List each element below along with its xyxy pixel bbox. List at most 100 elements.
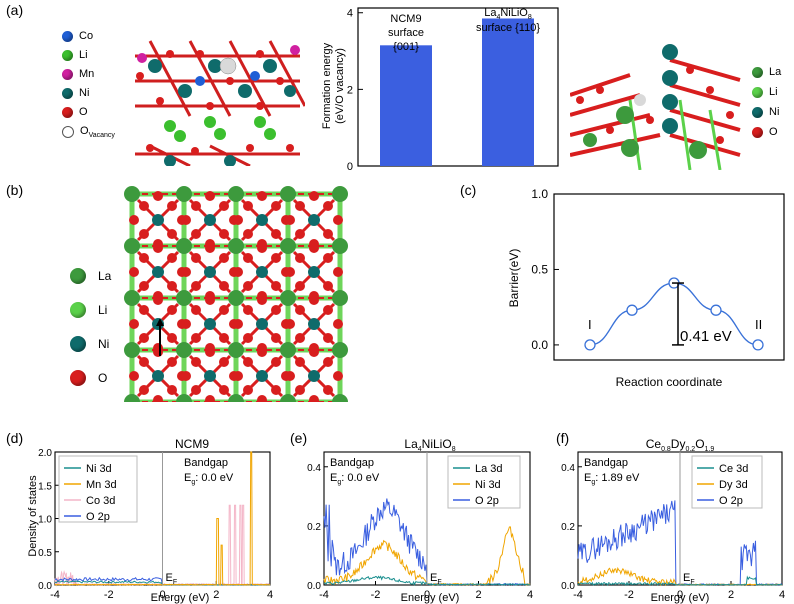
legend-item: O	[752, 126, 778, 138]
x-axis-label: Energy (eV)	[151, 592, 210, 604]
data-point	[584, 339, 596, 351]
y-tick-label: 4	[347, 8, 353, 20]
o-atom	[205, 243, 215, 253]
fermi-level-label: EF	[430, 572, 442, 586]
bar-label-ncm9-facet: {001}	[393, 41, 419, 53]
o-atom	[309, 191, 319, 201]
panel-label-a: (a)	[6, 2, 24, 18]
o-atom	[205, 395, 215, 402]
o-atom	[167, 201, 177, 211]
panel-label-c: (c)	[460, 182, 477, 198]
o-atom	[271, 333, 281, 343]
la-atom	[332, 238, 348, 254]
o-atom	[309, 395, 319, 402]
o-atom	[139, 253, 149, 263]
y-tick-label: 2	[347, 84, 353, 96]
o-atom-icon	[70, 370, 86, 386]
y-tick-label: 0.2	[307, 522, 321, 533]
o-atom	[205, 347, 215, 357]
la4niliO8-surface-structure	[570, 40, 742, 170]
o-atom	[139, 229, 149, 239]
o-atom	[129, 267, 139, 277]
o-atom	[295, 229, 305, 239]
y-tick-label: 0.0	[307, 581, 321, 592]
x-axis-label: Energy (eV)	[401, 592, 460, 604]
o-atom	[233, 267, 243, 277]
o-atom	[153, 395, 163, 402]
la-atom	[332, 290, 348, 306]
vacancy-icon	[62, 126, 74, 139]
o-atom	[205, 295, 215, 305]
data-points	[584, 277, 764, 351]
o-atom	[243, 385, 253, 395]
bar-1	[482, 18, 534, 167]
x-tick-label: 0	[677, 589, 683, 601]
o-atom	[295, 385, 305, 395]
o-atom	[323, 333, 333, 343]
bandgap-label: Bandgap	[184, 457, 228, 469]
bandgap-value: Eg: 1.89 eV	[584, 472, 640, 486]
o-atom	[333, 319, 343, 329]
o-atom	[243, 201, 253, 211]
y-tick-label: 0	[347, 161, 353, 173]
la-atom	[124, 290, 140, 306]
o-atom	[167, 253, 177, 263]
x-tick-label: 2	[728, 589, 734, 601]
o-atom	[191, 305, 201, 315]
final-state-label: II	[755, 317, 762, 332]
chart-frame	[553, 193, 785, 361]
o-atom	[181, 267, 191, 277]
o-atom	[285, 319, 295, 329]
legend-label: Dy 3d	[719, 479, 748, 491]
o-atom	[243, 333, 253, 343]
legend-label: Ni 3d	[86, 463, 112, 475]
la-atom	[228, 238, 244, 254]
ni-atom	[152, 214, 164, 226]
bar-label-la4niliO8-surface: surface {110}	[476, 22, 540, 34]
x-tick-label: 4	[267, 589, 273, 601]
o-atom	[233, 319, 243, 329]
la-atom	[124, 186, 140, 202]
legend-label: O 2p	[719, 495, 743, 507]
la-atom	[176, 186, 192, 202]
la-atom	[176, 394, 192, 402]
o-atom	[167, 333, 177, 343]
o-atom	[167, 385, 177, 395]
la-atom-icon	[752, 66, 763, 78]
o-atom	[285, 371, 295, 381]
ni-atom	[152, 370, 164, 382]
legend-item: Ni	[62, 87, 89, 99]
la-atom	[228, 394, 244, 402]
dos-la4niliO8-chart: La4NiLiO8 -4 -2 0 2 4 0.0 0.2 0.4 EF La 3d Ni 3d O …	[307, 437, 533, 604]
arrow-head-icon	[156, 318, 164, 326]
o-atom	[243, 305, 253, 315]
ni-atom	[308, 318, 320, 330]
ncm9-surface-structure	[130, 36, 305, 166]
la-atom	[280, 238, 296, 254]
legend-item: O	[70, 370, 107, 386]
legend-item: Li	[70, 302, 107, 318]
o-atom	[271, 357, 281, 367]
ni-atom	[256, 370, 268, 382]
y-tick-label: 0.4	[561, 463, 575, 474]
la-atom	[228, 342, 244, 358]
la-atom	[176, 342, 192, 358]
o-atom	[323, 281, 333, 291]
panel-label-e: (e)	[290, 430, 308, 446]
y-axis-label: Formation energy	[321, 42, 333, 129]
legend-item: Li	[62, 49, 88, 61]
bar-0	[380, 45, 432, 166]
bars	[380, 18, 534, 167]
y-axis-label: Barrier(eV)	[507, 249, 521, 308]
o-atom	[167, 281, 177, 291]
la-atom	[280, 342, 296, 358]
o-atom	[153, 347, 163, 357]
data-point	[710, 304, 722, 316]
x-tick-label: -2	[624, 589, 634, 601]
dos-cedyo-chart: Ce0.8Dy0.2O1.9 -4 -2 0 2 4 0.0 0.2 0.4 EF Ce 3d Dy…	[561, 437, 785, 604]
o-atom	[309, 295, 319, 305]
o-atom	[295, 357, 305, 367]
bar-label-ncm9: NCM9	[390, 13, 421, 25]
x-tick-label: 2	[213, 589, 219, 601]
o-atom-icon	[752, 126, 763, 138]
